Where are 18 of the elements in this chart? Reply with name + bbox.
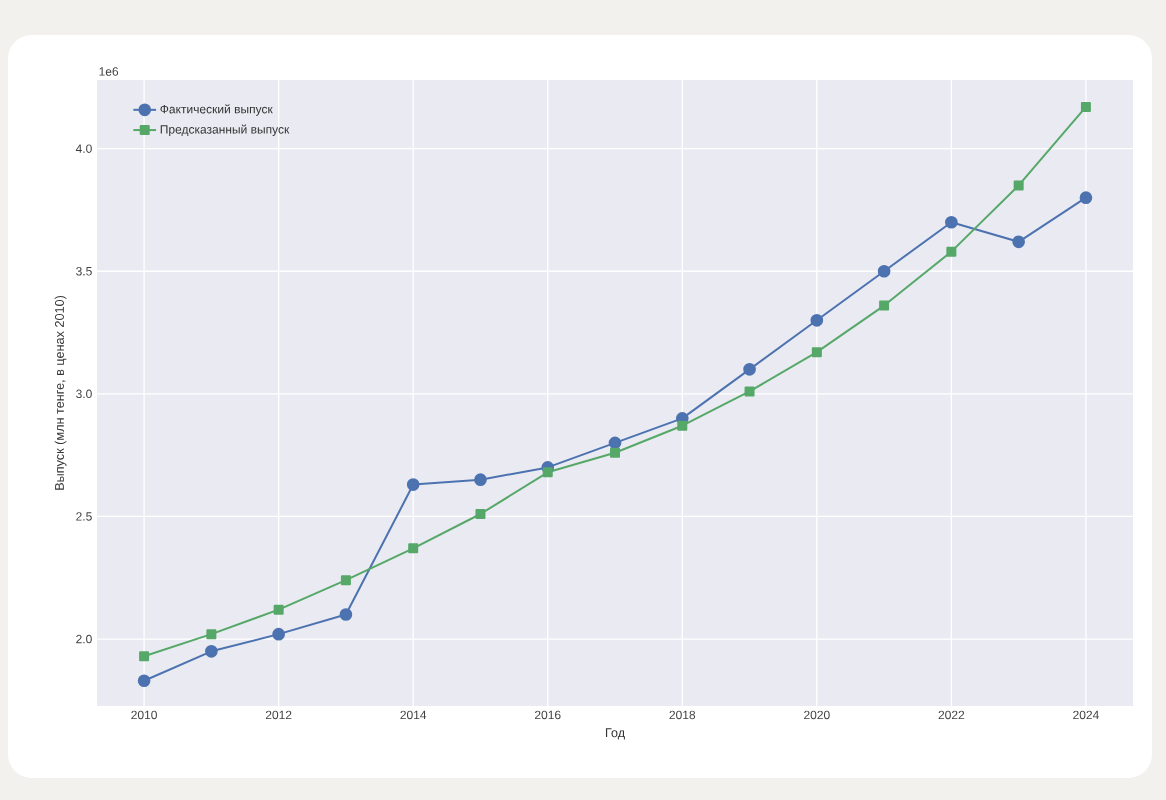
- y-tick-label: 2.5: [76, 512, 92, 521]
- x-tick-label: 2014: [400, 710, 427, 720]
- legend-label: Предсказанный выпуск: [160, 124, 290, 136]
- x-tick-label: 2020: [804, 710, 830, 720]
- x-tick-label: 2012: [265, 710, 292, 720]
- y-tick-label: 3.5: [76, 267, 92, 276]
- x-tick-label: 2018: [669, 710, 696, 720]
- x-axis-title: Год: [605, 728, 625, 740]
- x-tick-label: 2022: [938, 710, 965, 720]
- y-axis-title: Выпуск (млн тенге, в ценах 2010): [54, 295, 67, 490]
- x-tick-label: 2024: [1073, 710, 1099, 720]
- y-tick-label: 4.0: [75, 144, 92, 153]
- y-tick-label: 2.0: [76, 634, 92, 644]
- y-tick-label: 3.0: [76, 389, 92, 399]
- x-tick-label: 2016: [534, 710, 561, 720]
- text: 1e6: [99, 67, 119, 76]
- legend-label: Фактический выпуск: [160, 104, 273, 116]
- x-tick-label: 2010: [131, 710, 157, 720]
